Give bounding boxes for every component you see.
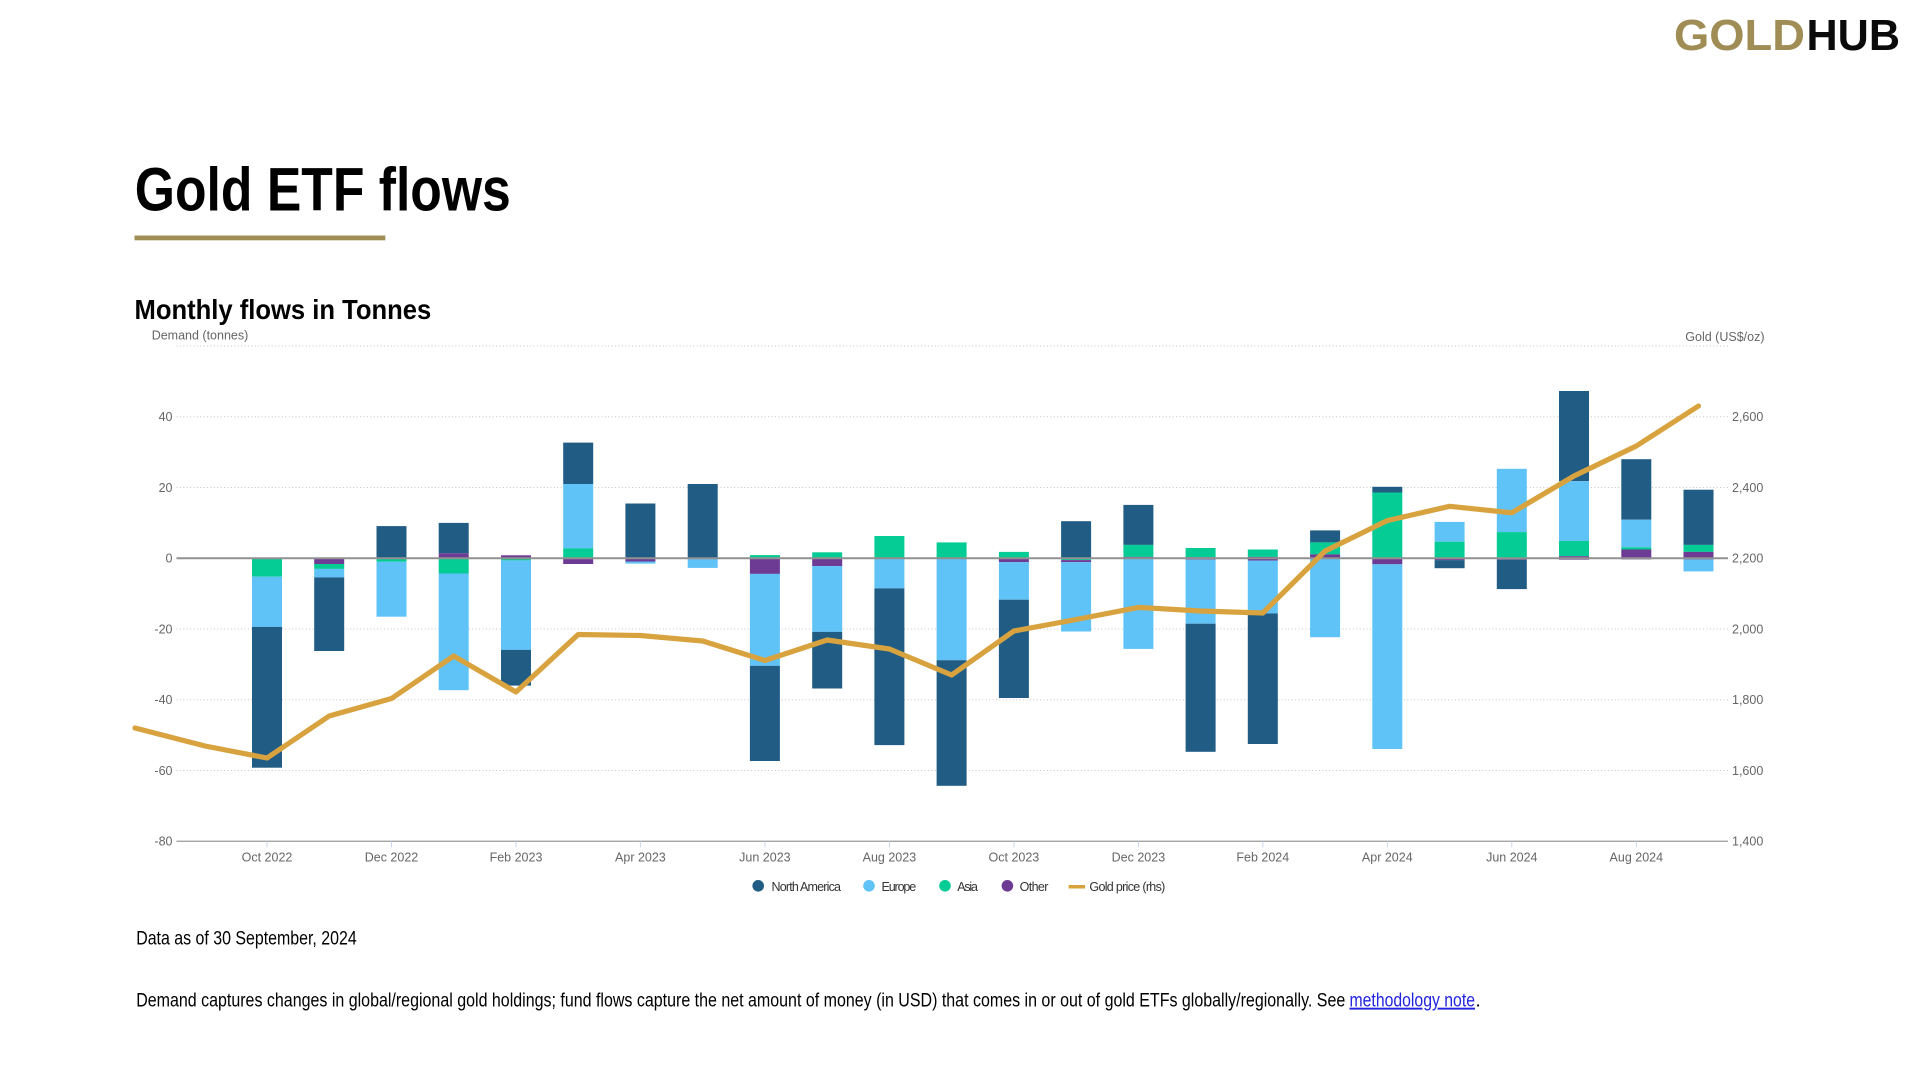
svg-text:Jun 2024: Jun 2024 [1486,851,1537,865]
svg-text:Apr 2024: Apr 2024 [1362,851,1413,865]
svg-text:-40: -40 [154,693,172,707]
svg-text:1,800: 1,800 [1732,693,1763,707]
svg-text:Asia: Asia [957,880,978,894]
svg-text:Dec 2023: Dec 2023 [1112,851,1166,865]
svg-text:Apr 2023: Apr 2023 [615,851,666,865]
svg-text:-20: -20 [154,622,172,636]
svg-text:Gold price (rhs): Gold price (rhs) [1089,880,1165,894]
svg-text:Europe: Europe [882,880,917,894]
svg-text:Gold (US$/oz): Gold (US$/oz) [1685,330,1764,344]
svg-text:Aug 2023: Aug 2023 [863,851,917,865]
svg-text:1,400: 1,400 [1732,835,1763,849]
svg-text:Demand (tonnes): Demand (tonnes) [152,329,249,343]
svg-text:.: . [1476,991,1481,1012]
svg-text:0: 0 [166,552,173,566]
svg-text:Dec 2022: Dec 2022 [365,851,419,865]
svg-text:Feb 2024: Feb 2024 [1236,851,1289,865]
svg-text:2,200: 2,200 [1732,552,1763,566]
svg-text:-60: -60 [154,764,172,778]
svg-text:Oct 2023: Oct 2023 [989,851,1040,865]
svg-text:HUB: HUB [1807,11,1901,60]
svg-text:2,000: 2,000 [1732,622,1763,636]
svg-text:-80: -80 [154,835,172,849]
svg-text:Demand captures changes in glo: Demand captures changes in global/region… [136,991,1350,1012]
svg-text:North America: North America [772,880,842,894]
svg-text:Other: Other [1020,880,1049,894]
svg-text:40: 40 [159,410,173,424]
svg-text:Oct 2022: Oct 2022 [242,851,293,865]
svg-text:GOLD: GOLD [1674,11,1805,60]
svg-text:20: 20 [159,481,173,495]
svg-text:Jun 2023: Jun 2023 [739,851,790,865]
svg-text:Gold ETF flows: Gold ETF flows [135,156,511,224]
svg-text:1,600: 1,600 [1732,764,1763,778]
svg-text:Data as of 30 September, 2024: Data as of 30 September, 2024 [136,929,357,950]
svg-text:2,400: 2,400 [1732,481,1763,495]
svg-text:methodology note: methodology note [1350,991,1476,1012]
svg-text:Monthly flows in Tonnes: Monthly flows in Tonnes [135,294,432,325]
svg-text:Aug 2024: Aug 2024 [1610,851,1664,865]
svg-text:2,600: 2,600 [1732,410,1763,424]
svg-text:Feb 2023: Feb 2023 [490,851,543,865]
